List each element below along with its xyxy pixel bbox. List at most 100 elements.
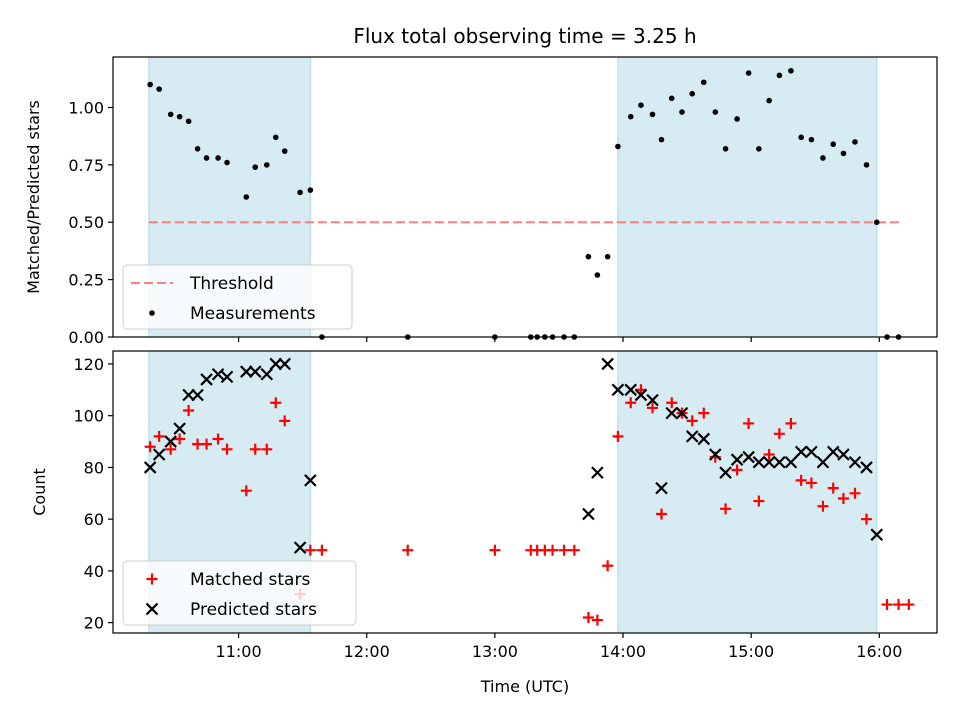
matched-stars-point (316, 544, 328, 556)
matched-stars-point (731, 464, 743, 476)
predicted-stars-point (239, 365, 253, 378)
y-tick-label: 0.25 (68, 271, 104, 290)
measurements-point (808, 136, 815, 143)
measurements-point (252, 164, 259, 170)
count-panel: 20 40 60 80 100 120 11:00 12:00 13:00 14:00 15:00 1… (30, 350, 938, 661)
matched-stars-point (849, 487, 861, 499)
measurements-point (840, 150, 847, 157)
legend-label: Matched stars (190, 570, 310, 590)
measurements-point (185, 118, 192, 125)
predicted-stars-point (173, 422, 186, 435)
measurements-point (638, 102, 644, 108)
measurements-point (722, 146, 729, 152)
predicted-stars-point (220, 370, 234, 384)
measurements-point (830, 141, 836, 148)
matched-stars-point (612, 430, 624, 442)
predicted-stars-point (260, 368, 274, 381)
y-tick-label: 20 (84, 614, 104, 633)
predicted-stars-point (773, 455, 786, 469)
matched-stars-point (240, 485, 252, 497)
matched-stars-point (625, 397, 637, 409)
measurements-point (147, 81, 153, 88)
measurements-point (272, 134, 279, 141)
matched-stars-point (655, 508, 667, 520)
legend-label: Measurements (190, 304, 316, 324)
measurements-point (243, 194, 250, 200)
measurements-point (776, 72, 783, 79)
y-tick-label: 0.50 (68, 213, 104, 232)
shaded-interval-1 (617, 56, 878, 338)
predicted-stars-point (164, 435, 177, 448)
matched-stars-point (270, 397, 282, 409)
matched-stars-point (720, 503, 732, 515)
matched-stars-point (837, 492, 849, 504)
predicted-stars-point (601, 357, 614, 371)
predicted-stars-point (697, 432, 711, 446)
predicted-stars-point (143, 461, 157, 474)
measurements-point (215, 155, 221, 161)
measurements-point (712, 109, 719, 115)
matched-stars-point (144, 441, 156, 453)
measurements-point (873, 219, 880, 226)
matched-stars-point (153, 430, 165, 442)
x-tick-label: 11:00 (216, 642, 262, 661)
measurements-point (668, 95, 675, 102)
matched-stars-point (795, 474, 807, 486)
predicted-stars-point (837, 448, 850, 461)
y-tick-label: 40 (84, 562, 104, 581)
measurements-point (766, 97, 772, 104)
predicted-stars-point (182, 388, 195, 402)
matched-stars-point (489, 544, 501, 556)
legend-swatch (145, 602, 159, 616)
predicted-stars-point (826, 445, 840, 459)
matched-stars-point (582, 611, 594, 623)
predicted-stars-point (742, 450, 755, 464)
matched-stars-point (698, 407, 710, 419)
measurements-point (798, 134, 804, 141)
predicted-stars-point (685, 430, 699, 443)
matched-stars-point (304, 544, 316, 556)
x-tick-label: 15:00 (728, 642, 774, 661)
measurements-point (297, 189, 303, 196)
measurements-point (604, 253, 611, 260)
matched-stars-point (249, 443, 261, 455)
measurements-point (734, 116, 740, 122)
figure-title: Flux total observing time = 3.25 h (353, 24, 696, 48)
predicted-stars-point (848, 455, 862, 469)
y-axis-label: Matched/Predicted stars (24, 100, 43, 294)
y-tick-label: 120 (73, 355, 104, 374)
axes-frame (112, 350, 938, 634)
predicted-stars-point (624, 383, 638, 397)
matched-stars-point (763, 448, 775, 460)
matched-stars-point (279, 415, 291, 427)
predicted-stars-point (582, 507, 595, 521)
x-axis-label: Time (UTC) (480, 677, 569, 696)
predicted-stars-point (152, 448, 166, 461)
matched-stars-point (402, 544, 414, 556)
predicted-stars-point (665, 406, 679, 420)
predicted-stars-point (591, 466, 604, 479)
predicted-stars-point (634, 388, 648, 402)
matched-stars-point (861, 513, 873, 525)
measurements-point (689, 90, 696, 97)
measurements-point (756, 146, 762, 152)
predicted-stars-point (278, 357, 291, 371)
legend: Matched stars Predicted stars (122, 560, 357, 626)
y-tick-label: 1.00 (68, 98, 104, 117)
matched-stars-point (212, 433, 224, 445)
predicted-stars-point (752, 455, 766, 469)
matched-stars-point (881, 599, 893, 611)
matched-stars-point (647, 402, 659, 414)
legend-label: Predicted stars (190, 600, 317, 620)
y-axis-label: Count (30, 468, 49, 516)
matched-stars-point (666, 397, 678, 409)
matched-stars-point (568, 544, 580, 556)
predicted-stars-point (655, 481, 668, 495)
legend-swatch (149, 310, 155, 316)
matched-stars-point (893, 599, 905, 611)
predicted-stars-point (675, 406, 689, 420)
predicted-stars-point (784, 455, 798, 469)
x-tick-label: 14:00 (600, 642, 646, 661)
matched-stars-point (743, 417, 755, 429)
y-tick-label: 100 (73, 407, 104, 426)
